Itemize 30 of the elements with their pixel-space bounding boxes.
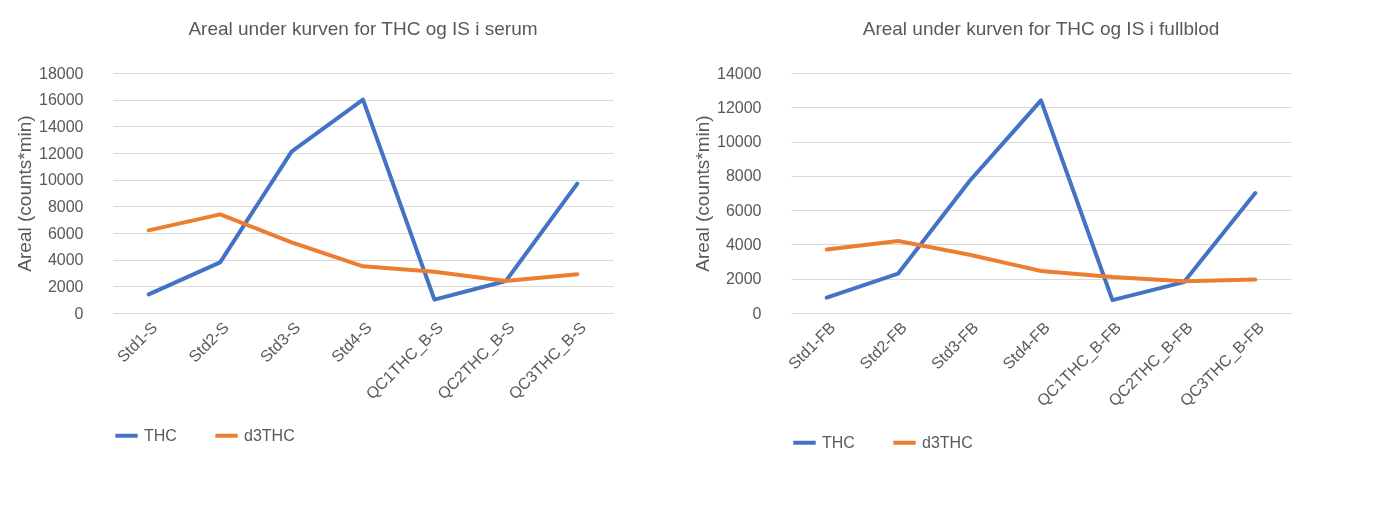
y-tick-label: 14000 (39, 117, 84, 135)
y-axis-title: Areal (counts*min) (14, 115, 36, 272)
chart-title: Areal under kurven for THC og IS i fullblod (862, 18, 1220, 39)
y-tick-label: 2000 (47, 277, 84, 295)
y-tick-label: 2000 (725, 270, 762, 288)
y-tick-label: 12000 (39, 144, 84, 162)
y-tick-label: 0 (74, 304, 84, 322)
y-tick-label: 16000 (39, 91, 84, 109)
y-tick-label: 4000 (725, 235, 762, 253)
line-series (824, 239, 1258, 284)
y-tick-label: 6000 (47, 224, 84, 242)
y-tick-label: 10000 (717, 133, 762, 151)
y-tick-label: 10000 (39, 171, 84, 189)
y-axis-title: Areal (counts*min) (692, 115, 714, 272)
legend-label: THC (822, 433, 855, 451)
y-tick-label: 6000 (725, 201, 762, 219)
y-tick-label: 18000 (39, 64, 84, 82)
line-series (824, 98, 1258, 303)
legend-label: THC (144, 426, 177, 444)
y-tick-label: 4000 (47, 251, 84, 269)
y-tick-label: 8000 (725, 167, 762, 185)
line-series (146, 97, 580, 302)
y-tick-label: 12000 (717, 98, 762, 116)
y-tick-label: 8000 (47, 197, 84, 215)
legend-label: d3THC (244, 426, 295, 444)
y-tick-label: 14000 (717, 64, 762, 82)
y-tick-label: 0 (752, 304, 762, 322)
legend-label: d3THC (922, 433, 973, 451)
chart-title: Areal under kurven for THC og IS i serum (188, 18, 538, 39)
line-series (146, 212, 580, 283)
